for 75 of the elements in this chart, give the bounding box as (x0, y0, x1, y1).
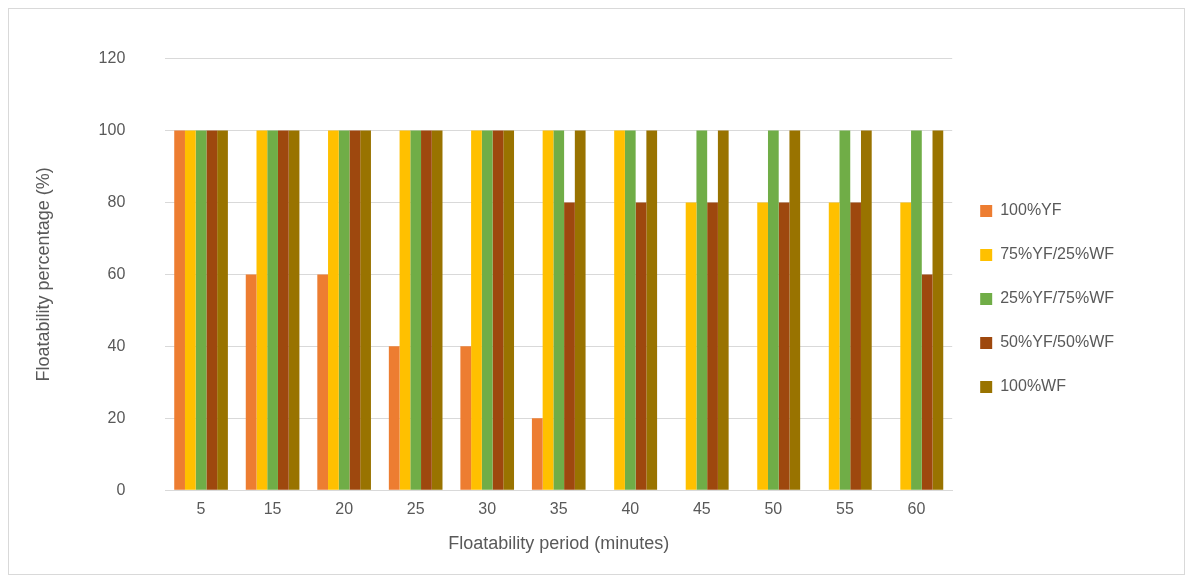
bar (338, 130, 350, 490)
bar (828, 202, 840, 490)
bar (492, 130, 504, 490)
bar (646, 130, 658, 490)
bar (288, 130, 300, 490)
bar (410, 130, 422, 490)
bar (553, 130, 565, 490)
y-axis-title: Floatability percentage (%) (32, 167, 53, 382)
bar (360, 130, 371, 490)
bar (778, 202, 790, 490)
y-tick-label: 80 (107, 192, 126, 210)
bar (317, 274, 329, 490)
bar (267, 130, 278, 490)
x-tick-label: 35 (549, 500, 568, 518)
x-tick-label: 45 (692, 500, 711, 518)
bar (850, 202, 861, 490)
bar (900, 202, 912, 490)
y-tick-label: 0 (116, 480, 126, 498)
y-tick-label: 20 (107, 408, 126, 426)
y-tick-label: 100 (98, 120, 126, 138)
bar (624, 130, 636, 490)
x-tick-label: 55 (835, 500, 854, 518)
x-tick-label: 40 (621, 500, 640, 518)
legend-label: 100%YF (1000, 201, 1062, 219)
y-tick-label: 40 (107, 336, 126, 354)
bar (685, 202, 697, 490)
bar (349, 130, 361, 490)
legend-label: 25%YF/75%WF (1000, 289, 1115, 307)
bar (717, 130, 729, 490)
x-tick-label: 15 (263, 500, 282, 518)
legend-label: 100%WF (1000, 377, 1067, 395)
x-tick-label: 20 (335, 500, 354, 518)
legend-label: 75%YF/25%WF (1000, 245, 1115, 263)
legend-label: 50%YF/50%WF (1000, 333, 1115, 351)
x-axis-title: Floatability period (minutes) (448, 533, 670, 554)
y-tick-label: 120 (98, 49, 126, 67)
bar (481, 130, 493, 490)
bar (431, 130, 443, 490)
bar (789, 130, 801, 490)
bar (256, 130, 268, 490)
bar (707, 202, 718, 490)
bar (564, 202, 575, 490)
bar (184, 130, 196, 490)
bar (911, 130, 922, 490)
bar (839, 130, 851, 490)
x-tick-label: 5 (196, 500, 206, 518)
bar (399, 130, 411, 490)
bar (277, 130, 289, 490)
bar (860, 130, 872, 490)
x-tick-label: 50 (764, 500, 783, 518)
x-tick-label: 25 (406, 500, 425, 518)
bar (388, 346, 400, 490)
bar (574, 130, 586, 490)
bar (531, 418, 543, 490)
bar (696, 130, 708, 490)
bar (421, 130, 432, 490)
bar (542, 130, 554, 490)
bar (460, 346, 472, 490)
bar (757, 202, 768, 490)
bar (932, 130, 944, 490)
bar (195, 130, 207, 490)
y-tick-label: 60 (107, 264, 126, 282)
bar (503, 130, 515, 490)
x-tick-label: 60 (907, 500, 926, 518)
bar (328, 130, 339, 490)
bar (245, 274, 257, 490)
bar (767, 130, 779, 490)
bar (174, 130, 185, 490)
bar (921, 274, 933, 490)
bar (217, 130, 228, 490)
bar (471, 130, 482, 490)
x-tick-label: 30 (478, 500, 497, 518)
bar (206, 130, 218, 490)
bar (635, 202, 647, 490)
bar (614, 130, 625, 490)
